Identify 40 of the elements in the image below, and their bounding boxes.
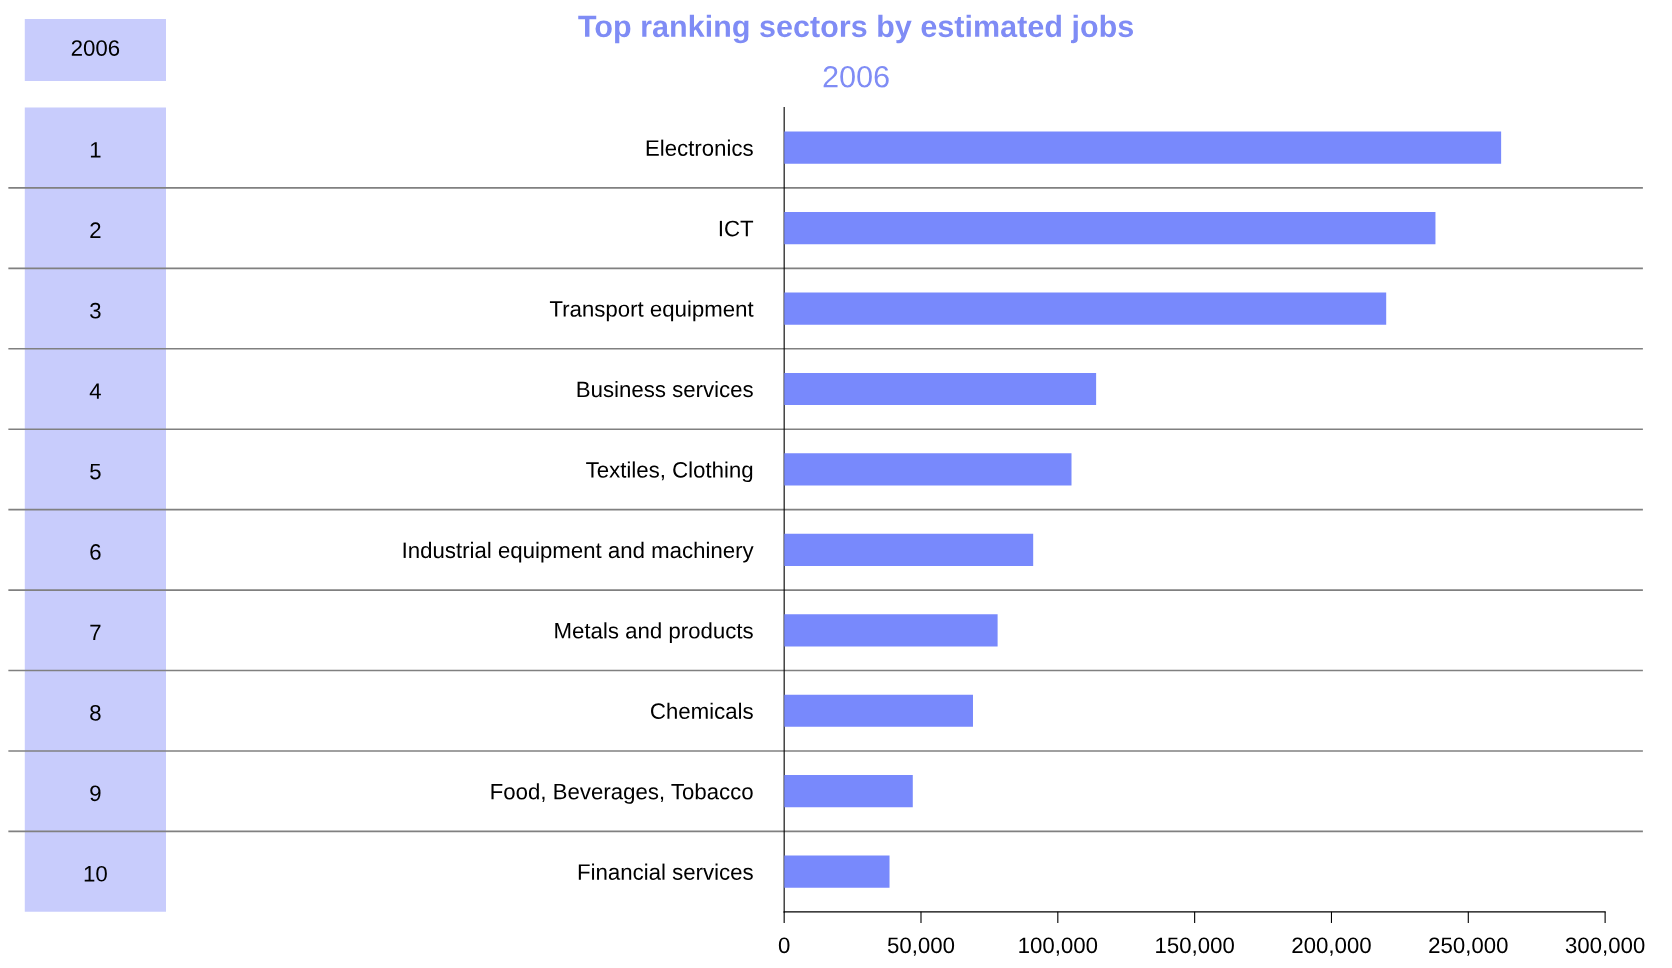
y-tick-label: Financial services: [578, 863, 753, 880]
chart-title: Top ranking sectors by estimated jobs: [578, 14, 1134, 44]
y-tick-label: Food, Beverages, Tobacco: [491, 783, 753, 804]
bar: [784, 453, 1072, 486]
bar: [784, 131, 1502, 164]
text: 6: [90, 544, 101, 560]
bar: [784, 694, 973, 727]
y-tick-label: Textiles, Clothing: [586, 461, 753, 483]
text: 2: [90, 222, 101, 238]
y-tick-label: Metals and products: [555, 622, 753, 643]
text: 3: [90, 302, 101, 319]
x-tick-label: 150,000: [1156, 937, 1234, 956]
y-tick-label: Transport equipment: [549, 300, 754, 322]
bar: [784, 533, 1034, 566]
text: 1: [90, 142, 101, 158]
bar: [784, 292, 1387, 325]
text: 7: [90, 624, 101, 641]
text: 10: [84, 865, 107, 882]
y-tick-label: Industrial equipment and machinery: [403, 541, 754, 563]
text: 2006: [71, 40, 120, 56]
chart-subtitle: 2006: [823, 65, 889, 88]
x-tick-label: 100,000: [1019, 937, 1098, 956]
x-tick-label: 250,000: [1429, 937, 1508, 956]
y-tick-label: Chemicals: [651, 702, 753, 720]
y-tick-label: ICT: [719, 220, 754, 237]
y-tick-label: Electronics: [646, 139, 753, 156]
text: 9: [90, 785, 101, 802]
x-tick-label: 300,000: [1565, 937, 1645, 956]
text: 4: [89, 383, 101, 399]
bar: [784, 614, 998, 647]
text: 5: [90, 463, 101, 480]
x-tick-label: 0: [778, 937, 790, 954]
x-tick-label: 50,000: [887, 937, 955, 956]
bar: [784, 212, 1436, 245]
text: 8: [90, 705, 101, 721]
bar: [784, 372, 1097, 406]
bar: [784, 855, 890, 888]
bar: [784, 775, 913, 808]
x-tick-label: 200,000: [1292, 937, 1371, 956]
y-tick-label: Business services: [577, 380, 753, 398]
